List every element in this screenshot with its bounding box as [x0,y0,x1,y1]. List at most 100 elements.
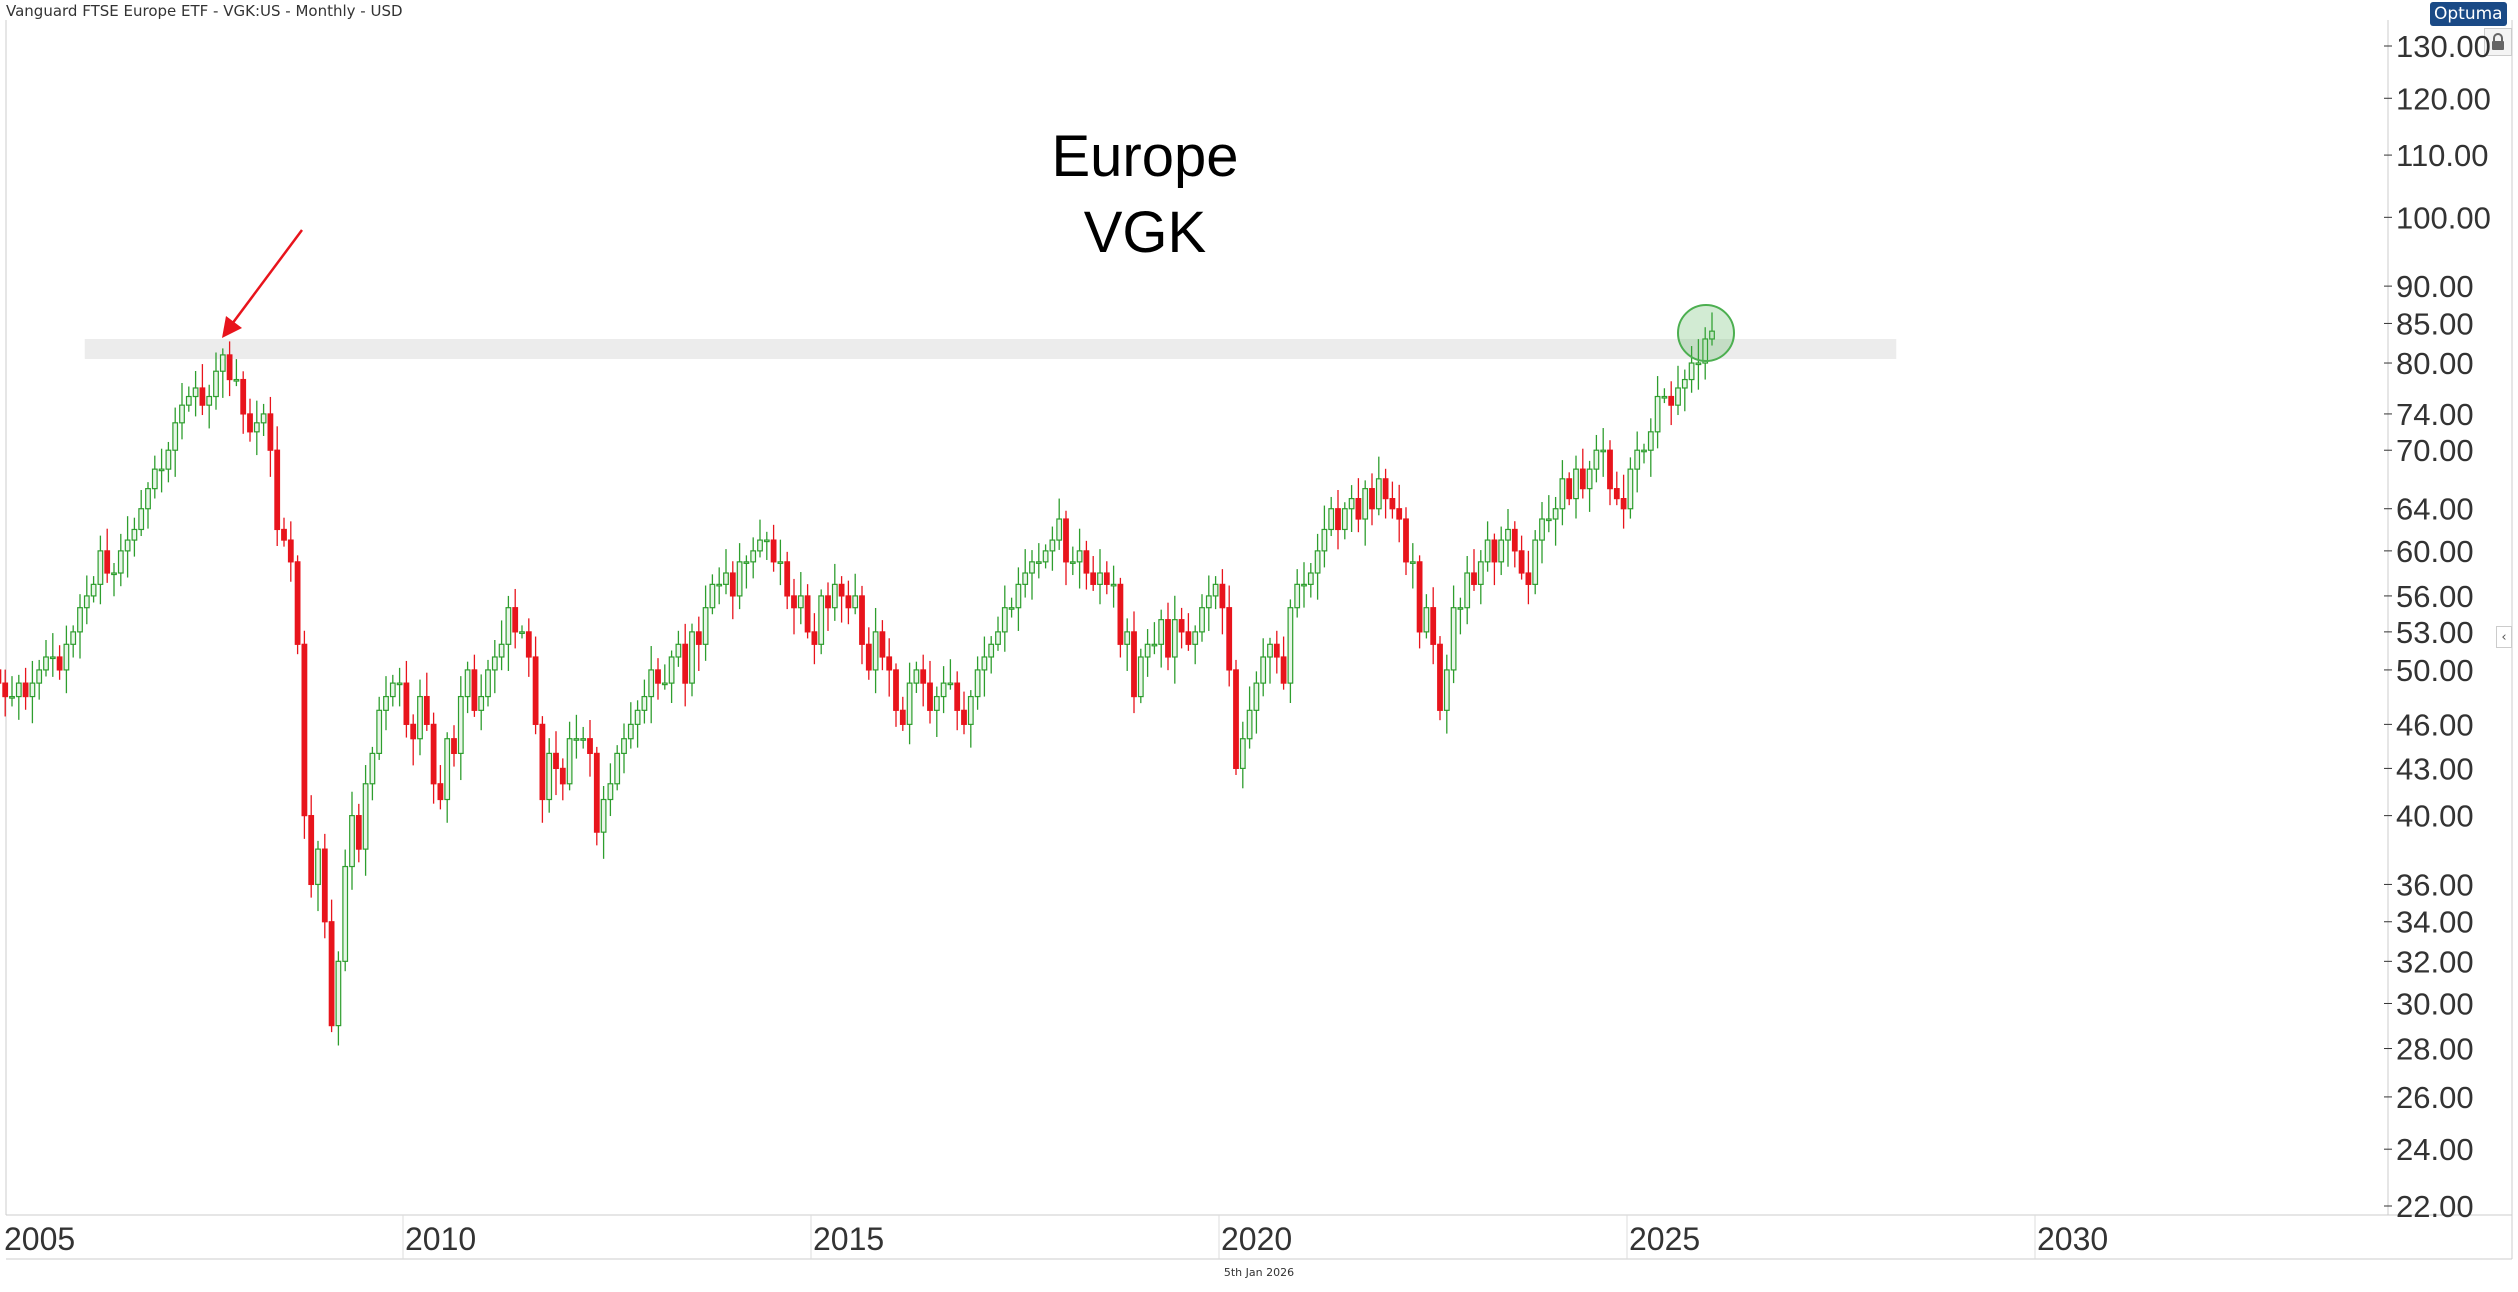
candle-body [553,752,559,770]
candle-body [1423,607,1430,633]
candle-body [1348,498,1355,510]
candle-body [1144,643,1151,658]
candle-body [1246,709,1253,740]
candle-body [1001,607,1008,633]
candle-body [702,607,709,645]
candle [308,795,315,898]
price-tick-label: 36.00 [2396,867,2474,902]
candle [1022,549,1029,598]
candle [1076,528,1083,589]
candle-body [784,561,791,597]
candle [1396,484,1403,543]
candle-body [689,631,695,684]
candle-body [818,595,825,645]
candle [1437,636,1443,721]
candle-body [920,669,927,684]
candle-body [1559,478,1566,510]
candle [185,386,192,412]
candle [1069,546,1076,576]
candle-body [403,682,410,725]
candle [1498,526,1505,576]
candle-body [1117,583,1124,645]
candle-body [437,783,444,801]
candle [947,659,954,690]
candle [818,589,825,655]
candle-body [478,695,485,711]
candle [0,669,2,684]
red-arrow-annotation[interactable] [222,229,304,338]
candle [927,660,933,724]
candle-body [1253,682,1260,711]
candle [695,616,702,671]
candle-body [77,607,83,633]
candle-body [940,682,947,698]
candle [9,676,15,707]
candle [43,640,49,677]
candle-body [750,550,757,563]
candle [1015,567,1022,631]
price-tick-label: 46.00 [2396,707,2474,742]
candle [1131,611,1137,714]
candle-body [1491,539,1498,563]
candle [838,576,845,623]
candle-body [1035,561,1042,564]
candle [111,562,117,597]
candle [1491,533,1498,586]
candle [117,533,124,587]
candle [1171,595,1178,684]
candle [559,758,566,801]
candle [655,658,661,700]
candle [240,371,247,434]
candle [1246,686,1253,749]
candle-body [1314,550,1321,574]
candle [158,448,165,493]
candle-body [206,395,213,406]
candle [763,531,770,560]
candle [1409,543,1416,589]
candle-body [1158,619,1165,645]
candle-body [1233,669,1239,770]
candle [791,578,797,635]
candle [1063,510,1069,586]
candle [1702,327,1709,380]
candle-body [9,695,15,699]
candle [797,572,804,625]
candle-body [1069,561,1076,564]
candle [1389,481,1396,519]
candle-body [845,595,852,609]
candle-body [328,921,335,1027]
candle-body [389,682,396,698]
candle-body [995,631,1001,645]
candle-body [913,669,920,684]
candle-body [1212,583,1219,597]
candle-body [335,960,342,1027]
candle [383,676,389,731]
candle-body [1566,478,1573,500]
candle-body [471,669,478,711]
candle-body [1532,539,1539,585]
price-tick-label: 34.00 [2396,905,2474,940]
candle [22,667,29,710]
candle-body [1464,572,1471,609]
candle [260,403,267,437]
candle [1661,388,1668,404]
candle [457,676,464,781]
candle [1144,629,1151,677]
candle [362,765,369,876]
candle [770,524,777,572]
candle [743,555,750,589]
candle [1579,448,1586,499]
candle [607,763,614,817]
candle [1471,549,1477,591]
candle-body [1103,572,1110,585]
candle [1518,535,1525,580]
candle-body [580,738,587,741]
candle-body [668,656,675,684]
candle-body [1409,561,1416,564]
candle-body [274,449,281,531]
candle-body [1437,643,1443,711]
candle [886,638,893,697]
candle-body [532,656,539,725]
breakout-circle-annotation[interactable] [1677,304,1735,362]
